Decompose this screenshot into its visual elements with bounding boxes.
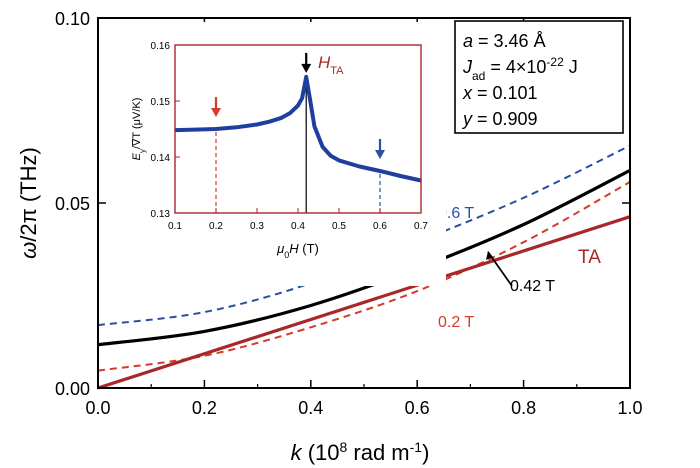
label-TA: TA bbox=[578, 247, 601, 268]
main-x-tick-label: 0.6 bbox=[405, 398, 430, 418]
param-x: x = 0.101 bbox=[462, 83, 538, 103]
series-ta-line bbox=[97, 215, 631, 390]
inset-y-axis-label: Ey/∇T (μV/K) bbox=[131, 98, 147, 161]
label-0-6T: 0.6 T bbox=[438, 205, 474, 222]
main-x-tick-label: 0.4 bbox=[298, 398, 323, 418]
main-y-tick-label: 0.05 bbox=[55, 194, 90, 214]
series-0-42-t-line bbox=[97, 168, 631, 347]
inset-peak-label: HTA bbox=[318, 53, 344, 77]
inset-y-tick-label: 0.15 bbox=[151, 97, 171, 108]
label-0-2T: 0.2 T bbox=[438, 314, 474, 331]
main-x-tick-label: 1.0 bbox=[617, 398, 642, 418]
parameter-box: a = 3.46 Å Jad = 4×10-22 J x = 0.101 y =… bbox=[454, 20, 624, 134]
label-0-42T-pointer bbox=[487, 251, 513, 287]
main-x-axis-label: k (108 rad m-1) bbox=[291, 439, 430, 465]
main-x-tick-label: 0.8 bbox=[511, 398, 536, 418]
series-0-6-t-line bbox=[97, 144, 631, 327]
inset-chart: 0.1 0.2 0.3 0.4 0.5 0.6 0.7 0.13 0.14 0.15 0.16 HT… bbox=[120, 22, 446, 286]
inset-x-tick-label: 0.6 bbox=[373, 221, 387, 232]
inset-x-tick-label: 0.3 bbox=[250, 221, 264, 232]
main-x-tick-label: 0.0 bbox=[85, 398, 110, 418]
inset-x-tick-label: 0.2 bbox=[209, 221, 223, 232]
main-y-tick-label: 0.00 bbox=[55, 379, 90, 399]
inset-y-tick-label: 0.16 bbox=[151, 41, 171, 52]
inset-x-tick-label: 0.4 bbox=[291, 221, 305, 232]
inset-x-axis-label: μ0H (T) bbox=[276, 241, 319, 260]
inset-marker-arrowhead bbox=[301, 63, 312, 73]
param-lattice-constant: a = 3.46 Å bbox=[463, 31, 546, 51]
inset-x-tick-label: 0.1 bbox=[168, 221, 182, 232]
inset-y-tick-label: 0.14 bbox=[151, 153, 171, 164]
main-x-tick-label: 0.2 bbox=[192, 398, 217, 418]
inset-marker-arrowhead bbox=[375, 150, 385, 159]
label-0-42T-arrowhead bbox=[486, 251, 493, 260]
inset-data-line bbox=[174, 74, 422, 183]
param-j-ad: Jad = 4×10-22 J bbox=[462, 55, 578, 83]
parameter-box-frame bbox=[454, 20, 624, 134]
inset-x-tick-label: 0.7 bbox=[414, 221, 428, 232]
inset-marker-arrowhead bbox=[211, 108, 221, 117]
inset-x-tick-label: 0.5 bbox=[332, 221, 346, 232]
inset-y-tick-label: 0.13 bbox=[151, 209, 171, 220]
param-y: y = 0.909 bbox=[461, 109, 538, 129]
main-chart: 0.0 0.2 0.4 0.6 0.8 1.0 0.00 0.05 0.10 k (108 ra… bbox=[16, 9, 643, 465]
label-0-42T: 0.42 T bbox=[510, 278, 555, 295]
main-y-tick-label: 0.10 bbox=[55, 9, 90, 29]
main-y-axis-label: ω/2π (THz) bbox=[16, 147, 41, 259]
